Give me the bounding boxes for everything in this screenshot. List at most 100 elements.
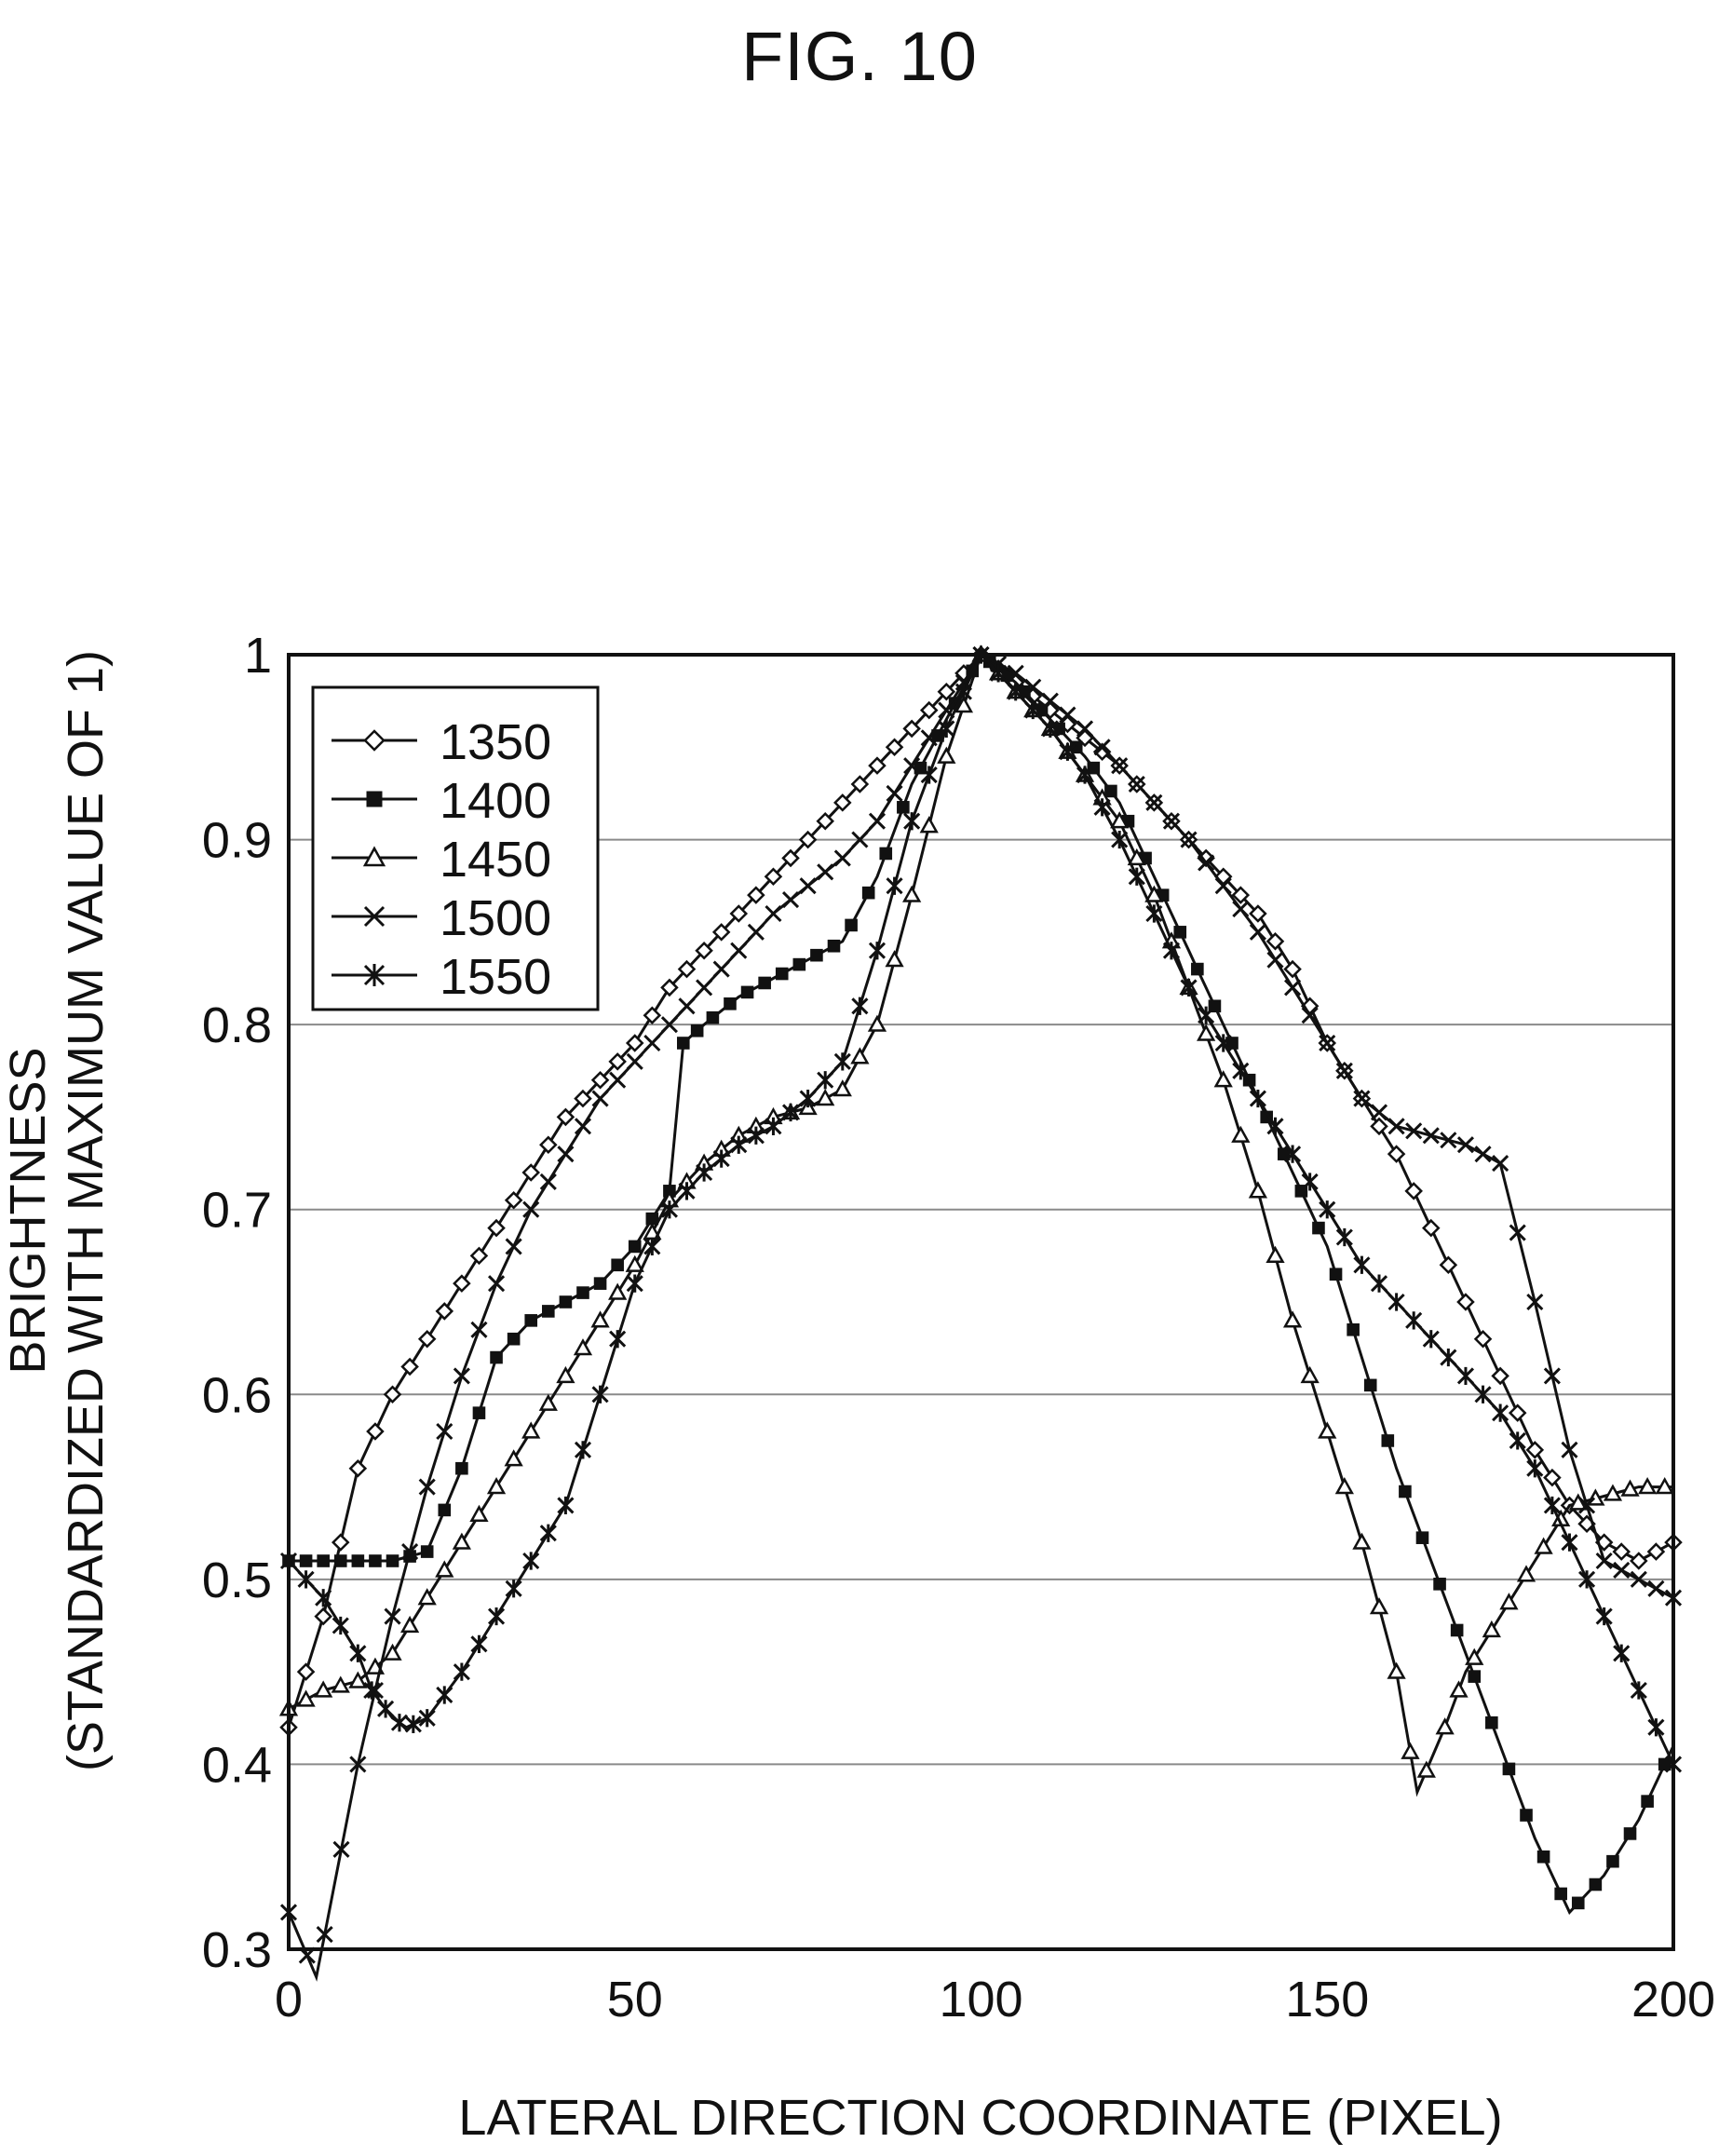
data-point-square — [690, 1024, 704, 1037]
data-point-triangle — [608, 1282, 628, 1300]
data-point-asterisk — [1128, 867, 1145, 886]
data-point-x — [868, 812, 887, 830]
data-point-x — [1007, 664, 1024, 682]
y-tick-label: 0.5 — [202, 1553, 272, 1608]
data-point-diamond — [937, 682, 956, 701]
data-point-diamond — [643, 1006, 662, 1024]
data-point-x — [1198, 854, 1215, 872]
data-point-diamond — [1646, 1542, 1666, 1561]
data-point-asterisk — [903, 812, 921, 831]
data-point-triangle — [867, 1014, 887, 1032]
data-point-triangle — [885, 950, 904, 968]
data-point-square — [1069, 740, 1083, 754]
data-point-diamond — [1387, 1145, 1406, 1163]
data-point-asterisk — [781, 1103, 800, 1122]
data-point-diamond — [590, 1070, 610, 1090]
data-point-diamond — [348, 1458, 368, 1478]
x-axis-ticks: 0 50 100 150 200 — [275, 1972, 1715, 2027]
data-point-x — [781, 891, 800, 909]
data-point-triangle — [1401, 1742, 1420, 1759]
data-point-diamond — [1525, 1441, 1545, 1459]
x-axis-label: LATERAL DIRECTION COORDINATE (PIXEL) — [458, 2090, 1502, 2146]
data-point-x — [1145, 793, 1163, 811]
data-point-diamond — [902, 719, 921, 739]
data-point-x — [1128, 775, 1145, 793]
data-point-square — [1329, 1268, 1343, 1281]
data-point-triangle — [383, 1643, 402, 1661]
data-point-diamond — [556, 1107, 575, 1127]
data-point-x — [453, 1367, 470, 1385]
data-point-square — [1450, 1623, 1464, 1637]
data-point-diamond — [1439, 1255, 1458, 1275]
data-point-diamond — [363, 729, 386, 752]
data-point-x — [316, 1926, 333, 1944]
data-point-x — [436, 1422, 453, 1441]
data-point-diamond — [1508, 1403, 1527, 1422]
data-point-x — [1509, 1224, 1526, 1241]
data-point-x — [522, 1200, 540, 1218]
data-point-x — [1249, 923, 1266, 941]
data-point-x — [574, 1118, 592, 1135]
data-point-square — [1520, 1809, 1533, 1822]
data-point-asterisk — [660, 1200, 678, 1219]
data-point-diamond — [331, 1533, 350, 1552]
data-point-square — [827, 939, 841, 953]
data-point-asterisk — [363, 964, 386, 986]
series-line-1550 — [287, 652, 1675, 1766]
data-point-x — [1076, 720, 1094, 738]
data-point-diamond — [453, 1274, 471, 1293]
legend-label: 1350 — [440, 714, 551, 770]
data-point-diamond — [1370, 1117, 1388, 1136]
data-point-x — [1526, 1293, 1544, 1311]
data-point-diamond — [764, 867, 783, 887]
data-point-asterisk — [1335, 1227, 1353, 1247]
data-point-diamond — [816, 811, 834, 831]
data-point-asterisk — [297, 1570, 315, 1589]
data-point-x — [1647, 1580, 1665, 1597]
data-point-diamond — [504, 1191, 523, 1210]
y-tick-label: 0.9 — [202, 813, 272, 869]
data-point-square — [1173, 926, 1187, 939]
legend-label: 1450 — [440, 832, 551, 888]
data-point-x — [1474, 1146, 1492, 1163]
legend-item-1550: 1550 — [332, 949, 551, 1005]
data-point-diamond — [850, 775, 870, 793]
data-point-asterisk — [436, 1686, 453, 1704]
data-point-triangle — [850, 1047, 870, 1064]
data-point-asterisk — [1024, 700, 1042, 720]
data-point-triangle — [296, 1689, 316, 1707]
data-point-square — [706, 1010, 720, 1024]
y-axis-label: BRIGHTNESS (STANDARDIZED WITH MAXIMUM VA… — [0, 650, 114, 1771]
data-point-square — [1485, 1715, 1498, 1729]
data-point-triangle — [1213, 1070, 1233, 1088]
data-point-asterisk — [1526, 1459, 1544, 1478]
data-point-asterisk — [1440, 1348, 1457, 1367]
data-point-diamond — [781, 848, 800, 868]
data-point-triangle — [399, 1615, 420, 1634]
data-point-square — [1571, 1896, 1585, 1910]
data-point-square — [299, 1554, 313, 1567]
data-point-square — [1191, 962, 1204, 976]
data-point-asterisk — [1577, 1570, 1596, 1589]
data-point-x — [609, 1071, 627, 1089]
data-point-asterisk — [1198, 1006, 1215, 1024]
data-point-square — [507, 1332, 521, 1346]
series-1550 — [279, 645, 1683, 1774]
data-point-asterisk — [315, 1589, 332, 1607]
data-point-square — [1277, 1147, 1291, 1160]
plot-frame — [287, 653, 1675, 1951]
data-point-square — [1433, 1578, 1446, 1591]
data-point-diamond — [919, 700, 939, 720]
data-point-asterisk — [1595, 1607, 1613, 1626]
data-point-triangle — [1144, 885, 1164, 902]
data-point-x — [1284, 979, 1302, 997]
data-point-x — [903, 757, 921, 775]
data-point-x — [1301, 1007, 1319, 1024]
data-point-diamond — [296, 1662, 316, 1681]
data-point-asterisk — [1456, 1366, 1475, 1386]
data-point-triangle — [1482, 1620, 1501, 1638]
data-point-asterisk — [1214, 1034, 1232, 1052]
data-point-square — [593, 1277, 607, 1290]
data-point-asterisk — [1041, 719, 1059, 739]
data-point-asterisk — [505, 1580, 522, 1598]
